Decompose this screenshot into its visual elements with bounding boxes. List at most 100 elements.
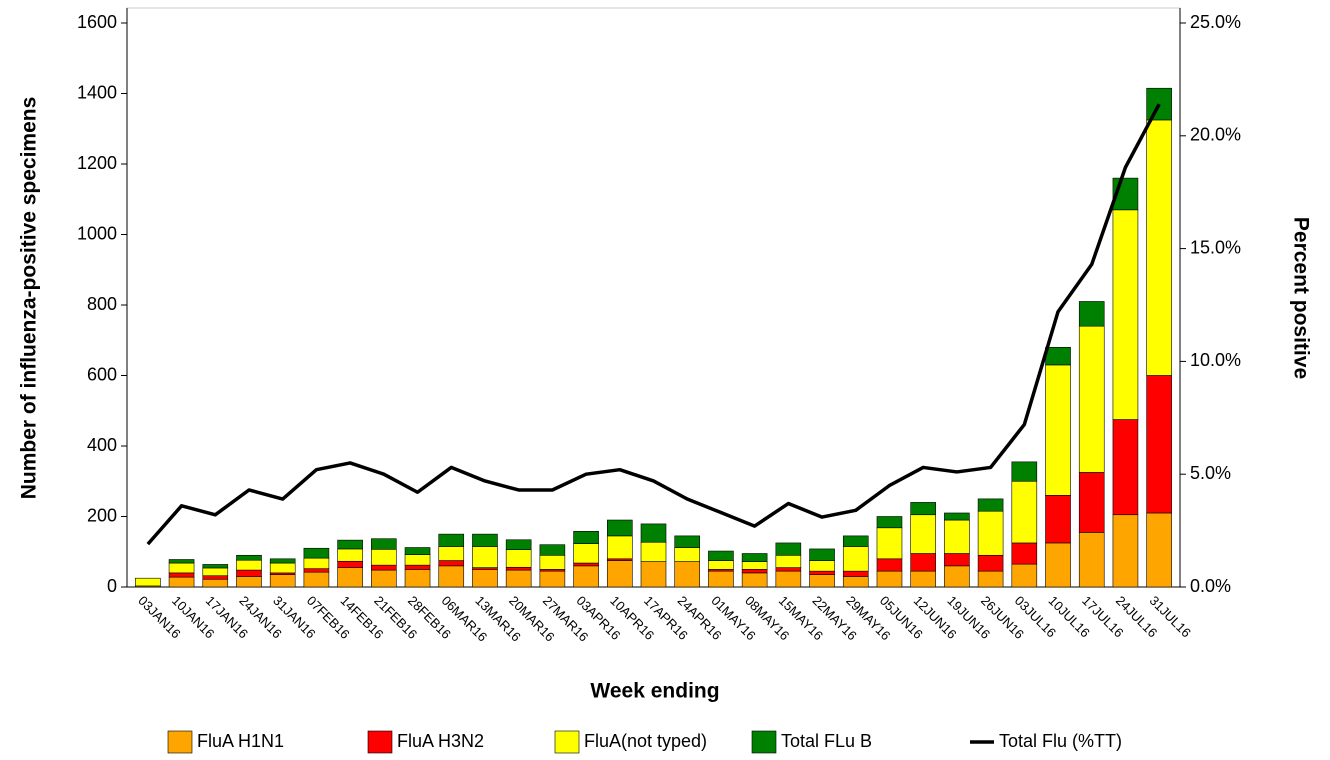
bar-segment: [236, 576, 262, 588]
bar-segment: [1011, 480, 1038, 544]
bar-segment: [809, 560, 835, 572]
bar-segment: [876, 570, 903, 588]
bar-segment: [371, 564, 397, 571]
legend-label: FluA(not typed): [584, 731, 707, 751]
legend-label: FluA H3N2: [397, 731, 484, 751]
bar-segment: [1146, 512, 1172, 588]
bar-segment: [202, 575, 229, 580]
bar-segment: [977, 554, 1004, 572]
bar-segment: [337, 548, 363, 562]
bar-segment: [472, 533, 498, 547]
bar-segment: [505, 566, 532, 571]
bar-segment: [168, 572, 195, 578]
bar-segment: [539, 570, 566, 588]
bar-segment: [438, 533, 465, 547]
bar-segment: [202, 567, 229, 577]
bar-segment: [674, 535, 701, 548]
bar-segment: [135, 577, 161, 587]
bar-segment: [1078, 472, 1105, 533]
bar-segment: [944, 565, 970, 588]
bar-segment: [842, 576, 869, 588]
bar-segment: [674, 547, 701, 562]
bar-segment: [1078, 301, 1105, 327]
bar-segment: [303, 547, 330, 559]
y-tick-label: 600: [87, 364, 117, 384]
bar-segment: [708, 570, 734, 588]
bar-segment: [775, 567, 802, 572]
bar-segment: [539, 544, 566, 556]
bar-segment: [168, 576, 195, 588]
bar-segment: [809, 570, 835, 575]
y2-tick-label: 20.0%: [1190, 125, 1241, 145]
y-axis-title: Number of influenza-positive specimens: [18, 97, 41, 500]
bar-segment: [606, 560, 633, 588]
x-axis-title: Week ending: [590, 680, 719, 703]
y-tick-label: 1600: [77, 12, 117, 32]
bar-segment: [944, 512, 970, 521]
bar-segment: [303, 568, 330, 573]
bar-segment: [741, 572, 768, 588]
y-tick-label: 400: [87, 435, 117, 455]
bar-segment: [303, 571, 330, 588]
bar-segment: [168, 559, 195, 564]
bar-segment: [236, 569, 262, 577]
bar-segment: [674, 561, 701, 588]
bar-segment: [775, 554, 802, 568]
bar-segment: [1146, 375, 1172, 514]
bar-segment: [269, 558, 296, 564]
bar-segment: [404, 569, 431, 588]
y2-tick-label: 5.0%: [1190, 463, 1231, 483]
bar-segment: [1045, 364, 1071, 496]
bar-segment: [404, 547, 431, 555]
bar-segment: [505, 539, 532, 550]
line-series: [146, 103, 1161, 546]
bar-segment: [640, 541, 667, 562]
bar-segment: [1045, 495, 1071, 544]
bar-segment: [337, 560, 363, 568]
bar-segment: [708, 550, 734, 561]
legend-label: FluA H1N1: [197, 731, 284, 751]
bar-segment: [236, 554, 262, 561]
bar-segment: [371, 569, 397, 588]
bar-segment: [505, 549, 532, 568]
bar-segment: [1112, 419, 1139, 516]
y-tick-label: 200: [87, 505, 117, 525]
bar-segment: [168, 562, 195, 574]
bar-segment: [505, 569, 532, 588]
bar-segment: [1078, 325, 1105, 473]
y-tick-label: 1000: [77, 223, 117, 243]
bar-segment: [977, 570, 1004, 588]
bar-segment: [1011, 563, 1038, 588]
bar-segment: [809, 548, 835, 561]
bar-segment: [640, 523, 667, 543]
bar-segment: [1146, 87, 1172, 121]
bar-segment: [472, 569, 498, 588]
y-tick-label: 1400: [77, 82, 117, 102]
bar-segment: [1045, 542, 1071, 588]
bar-segment: [741, 561, 768, 570]
bar-segment: [842, 535, 869, 547]
bar-segment: [640, 561, 667, 588]
bar-segment: [944, 519, 970, 554]
bar-segment: [1146, 119, 1172, 376]
bar-segment: [1011, 542, 1038, 565]
bar-segment: [371, 538, 397, 550]
bar-segment: [202, 578, 229, 588]
bar-segment: [1112, 209, 1139, 420]
legend-swatch: [367, 730, 393, 754]
bar-segment: [404, 564, 431, 570]
bar-segment: [236, 559, 262, 571]
bar-segment: [1078, 532, 1105, 588]
bar-segment: [573, 531, 599, 544]
bar-segment: [910, 553, 936, 572]
bar-segment: [741, 553, 768, 562]
bar-segment: [371, 548, 397, 566]
bar-segment: [438, 560, 465, 567]
y2-tick-label: 15.0%: [1190, 237, 1241, 257]
bar-segment: [472, 546, 498, 568]
legend-swatch: [554, 730, 580, 754]
bar-segment: [606, 519, 633, 537]
bar-segment: [910, 514, 936, 554]
bar-segment: [876, 527, 903, 560]
